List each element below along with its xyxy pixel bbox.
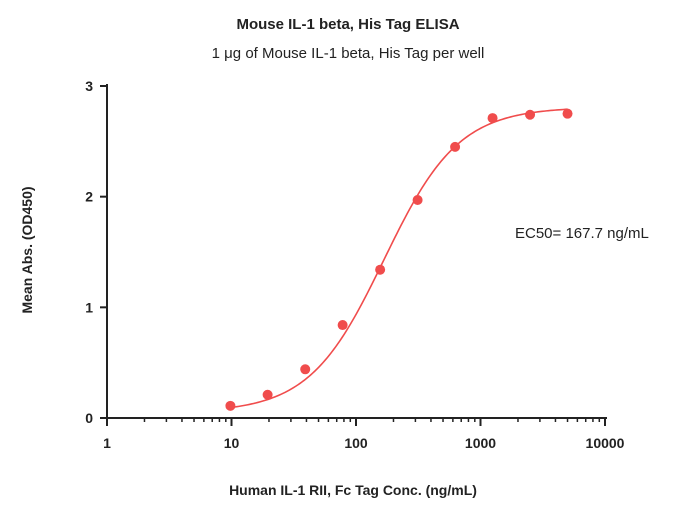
x-tick-label: 10000 (586, 435, 625, 451)
data-point (487, 113, 498, 124)
y-tick-label: 3 (85, 78, 93, 94)
x-tick-label: 1000 (465, 435, 496, 451)
data-point (375, 264, 386, 275)
chart-title: Mouse IL-1 beta, His Tag ELISA (236, 16, 459, 33)
ec50-annotation: EC50= 167.7 ng/mL (515, 225, 649, 242)
data-point (337, 320, 348, 331)
data-point (562, 108, 573, 119)
y-tick-label: 2 (85, 189, 93, 205)
x-axis-title: Human IL-1 RII, Fc Tag Conc. (ng/mL) (229, 482, 477, 498)
data-points (225, 108, 573, 411)
data-point (412, 194, 423, 205)
data-point (225, 400, 236, 411)
x-tick-label: 1 (103, 435, 111, 451)
x-tick-label: 100 (344, 435, 368, 451)
chart-subtitle: 1 μg of Mouse IL-1 beta, His Tag per wel… (212, 45, 485, 62)
data-point (300, 364, 311, 375)
data-point (525, 109, 536, 120)
fit-curve (230, 108, 568, 409)
y-axis-title: Mean Abs. (OD450) (19, 186, 35, 313)
fit-curve-layer (230, 108, 568, 409)
y-tick-label: 1 (85, 299, 93, 315)
data-point (450, 141, 461, 152)
x-tick-label: 10 (224, 435, 240, 451)
data-point (262, 389, 273, 400)
y-tick-label: 0 (85, 410, 93, 426)
